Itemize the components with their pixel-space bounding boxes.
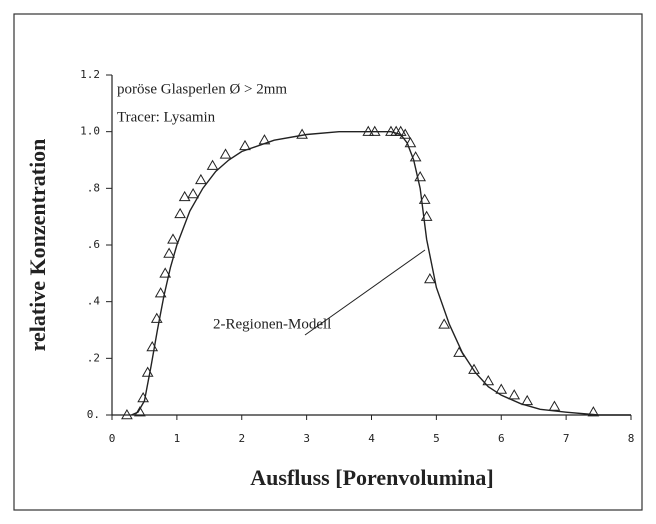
y-tick-label: 0. — [87, 408, 100, 421]
x-tick-label: 4 — [368, 432, 375, 445]
data-point — [468, 363, 480, 374]
data-point — [187, 187, 199, 199]
data-point — [159, 267, 172, 278]
data-point — [174, 207, 186, 219]
data-point — [163, 247, 175, 258]
data-point — [587, 406, 600, 417]
annotation: 2-Regionen-Modell — [213, 316, 331, 332]
y-tick-label: .4 — [87, 295, 101, 308]
x-tick-label: 5 — [433, 432, 440, 445]
data-point — [206, 159, 219, 170]
frame — [13, 13, 643, 511]
data-point — [548, 400, 561, 411]
data-point — [154, 287, 167, 298]
data-point — [404, 136, 417, 148]
data-point — [424, 272, 436, 284]
x-tick-label: 6 — [498, 432, 505, 445]
annotation: Tracer: Lysamin — [117, 109, 216, 125]
model-line — [131, 130, 631, 416]
x-tick-label: 3 — [303, 432, 310, 445]
data-point — [521, 394, 534, 406]
data-point — [121, 408, 133, 420]
data-point — [167, 233, 179, 244]
x-tick-label: 0 — [109, 432, 116, 445]
y-tick-label: 1.0 — [80, 125, 100, 138]
data-point — [134, 406, 146, 417]
x-tick-label: 8 — [628, 432, 635, 445]
x-tick-label: 1 — [174, 432, 181, 445]
x-tick-label: 2 — [238, 432, 245, 445]
data-point — [438, 318, 451, 329]
data-point — [137, 391, 150, 403]
annotation: poröse Glasperlen Ø > 2mm — [117, 81, 287, 97]
y-tick-label: .2 — [87, 351, 100, 364]
annotation-pointer — [304, 249, 426, 336]
data-point — [495, 383, 508, 394]
y-axis-label: relative Konzentration — [25, 139, 50, 352]
data-point — [508, 389, 521, 400]
y-tick-label: .8 — [87, 181, 100, 194]
data-point — [482, 374, 495, 386]
data-point — [296, 128, 308, 139]
data-point — [219, 148, 232, 159]
data-point — [239, 139, 251, 151]
data-point — [178, 190, 191, 202]
data-point — [409, 151, 422, 162]
y-tick-label: 1.2 — [80, 68, 100, 81]
y-tick-label: .6 — [87, 238, 100, 251]
data-point — [195, 173, 207, 185]
data-point — [399, 128, 412, 139]
x-axis-label: Ausfluss [Porenvolumina] — [250, 465, 493, 490]
x-tick-label: 7 — [563, 432, 570, 445]
